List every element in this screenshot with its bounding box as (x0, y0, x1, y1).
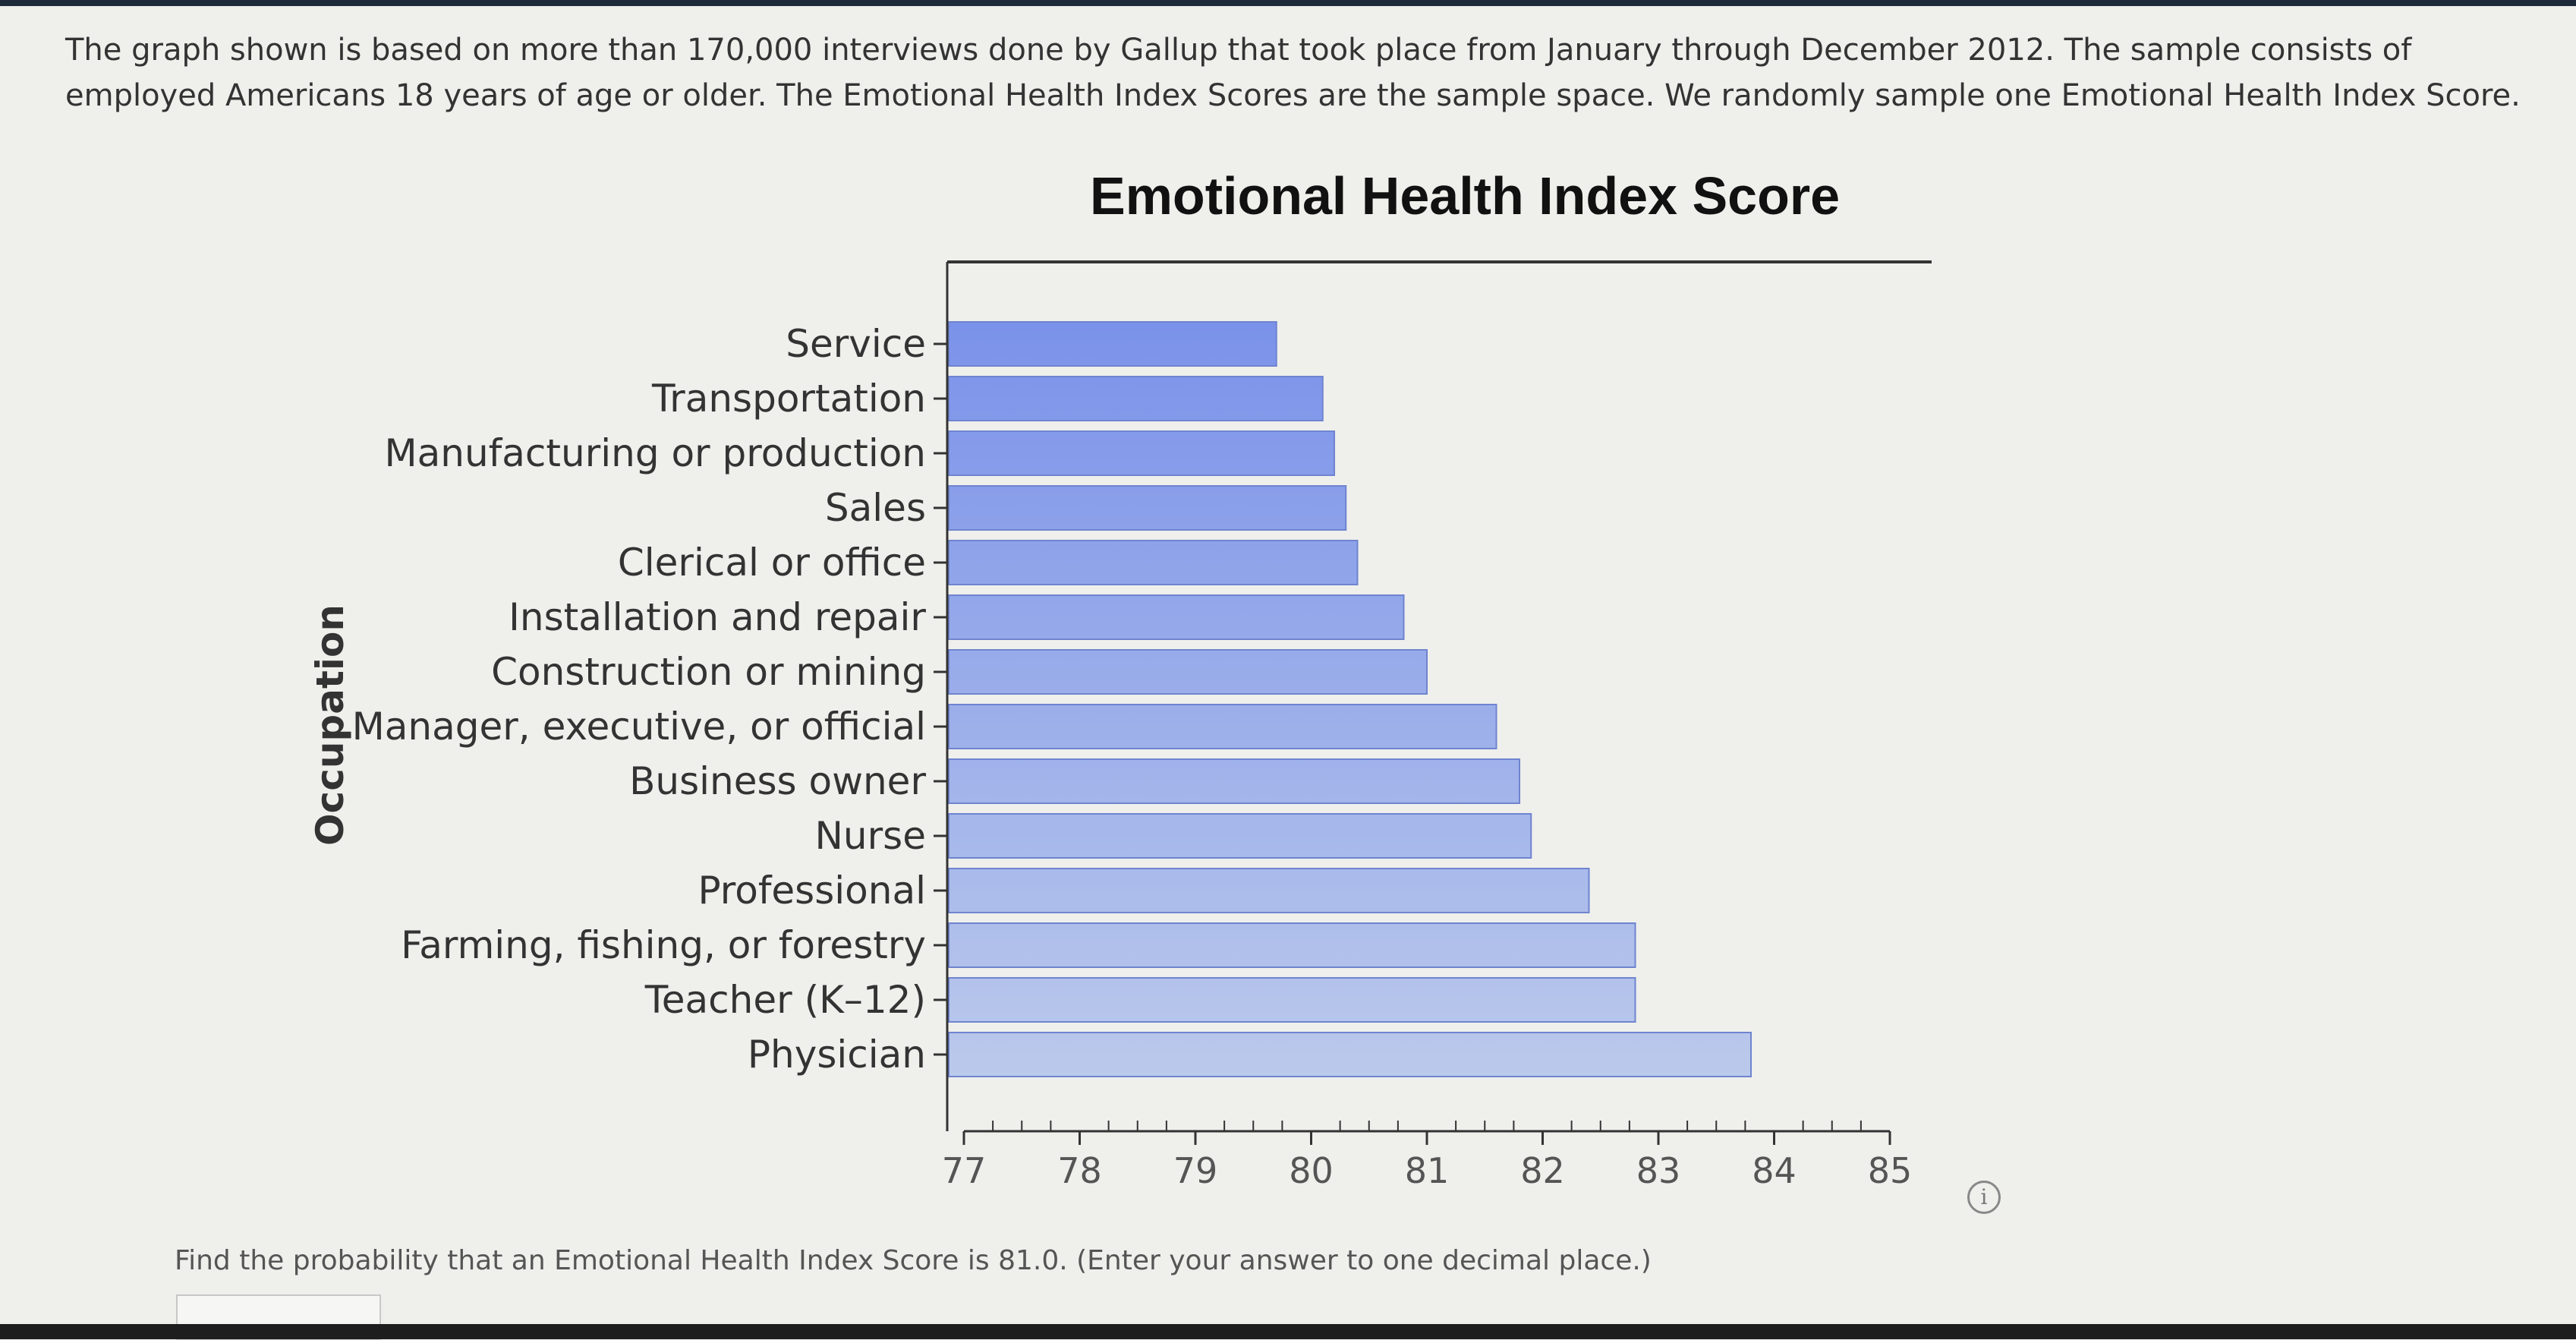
x-tick-label: 85 (1868, 1150, 1913, 1191)
category-label: Manager, executive, or official (352, 705, 926, 749)
category-label: Installation and repair (509, 595, 926, 639)
category-label: Professional (698, 869, 927, 913)
x-tick-label: 81 (1405, 1150, 1450, 1191)
bar (948, 376, 1324, 421)
x-tick-label: 82 (1520, 1150, 1565, 1191)
intro-text: The graph shown is based on more than 17… (65, 33, 2521, 113)
x-tick-label: 77 (942, 1150, 987, 1191)
bar (948, 758, 1520, 804)
category-label: Service (786, 322, 926, 366)
category-label: Nurse (815, 814, 926, 858)
top-bar (0, 0, 2576, 6)
category-label: Manufacturing or production (385, 431, 926, 475)
question-text: Find the probability that an Emotional H… (175, 1245, 1652, 1276)
bar (948, 813, 1532, 859)
bar (948, 977, 1636, 1023)
category-label: Business owner (629, 759, 926, 803)
y-axis-label: Occupation (308, 604, 352, 846)
bar (948, 485, 1347, 531)
category-label: Clerical or office (618, 541, 926, 585)
category-label: Transportation (651, 377, 926, 421)
category-label: Sales (825, 486, 926, 530)
bar (948, 649, 1428, 695)
x-tick-label: 84 (1752, 1150, 1797, 1191)
x-tick-label: 79 (1173, 1150, 1218, 1191)
chart-title: Emotional Health Index Score (1090, 166, 1840, 225)
category-label: Construction or mining (491, 650, 926, 694)
info-icon[interactable]: i (1967, 1181, 2001, 1214)
bar (948, 540, 1359, 585)
category-label: Teacher (K–12) (644, 978, 926, 1022)
bar (948, 704, 1497, 749)
x-tick-label: 83 (1636, 1150, 1681, 1191)
category-label: Farming, fishing, or forestry (401, 923, 926, 967)
bar (948, 321, 1277, 367)
category-label: Physician (748, 1033, 926, 1077)
bottom-bar (0, 1324, 2576, 1339)
x-tick-label: 80 (1289, 1150, 1334, 1191)
x-tick-label: 78 (1057, 1150, 1102, 1191)
bar (948, 1032, 1752, 1077)
bar (948, 868, 1590, 913)
bar (948, 594, 1405, 640)
bar (948, 922, 1636, 968)
bar (948, 430, 1335, 476)
